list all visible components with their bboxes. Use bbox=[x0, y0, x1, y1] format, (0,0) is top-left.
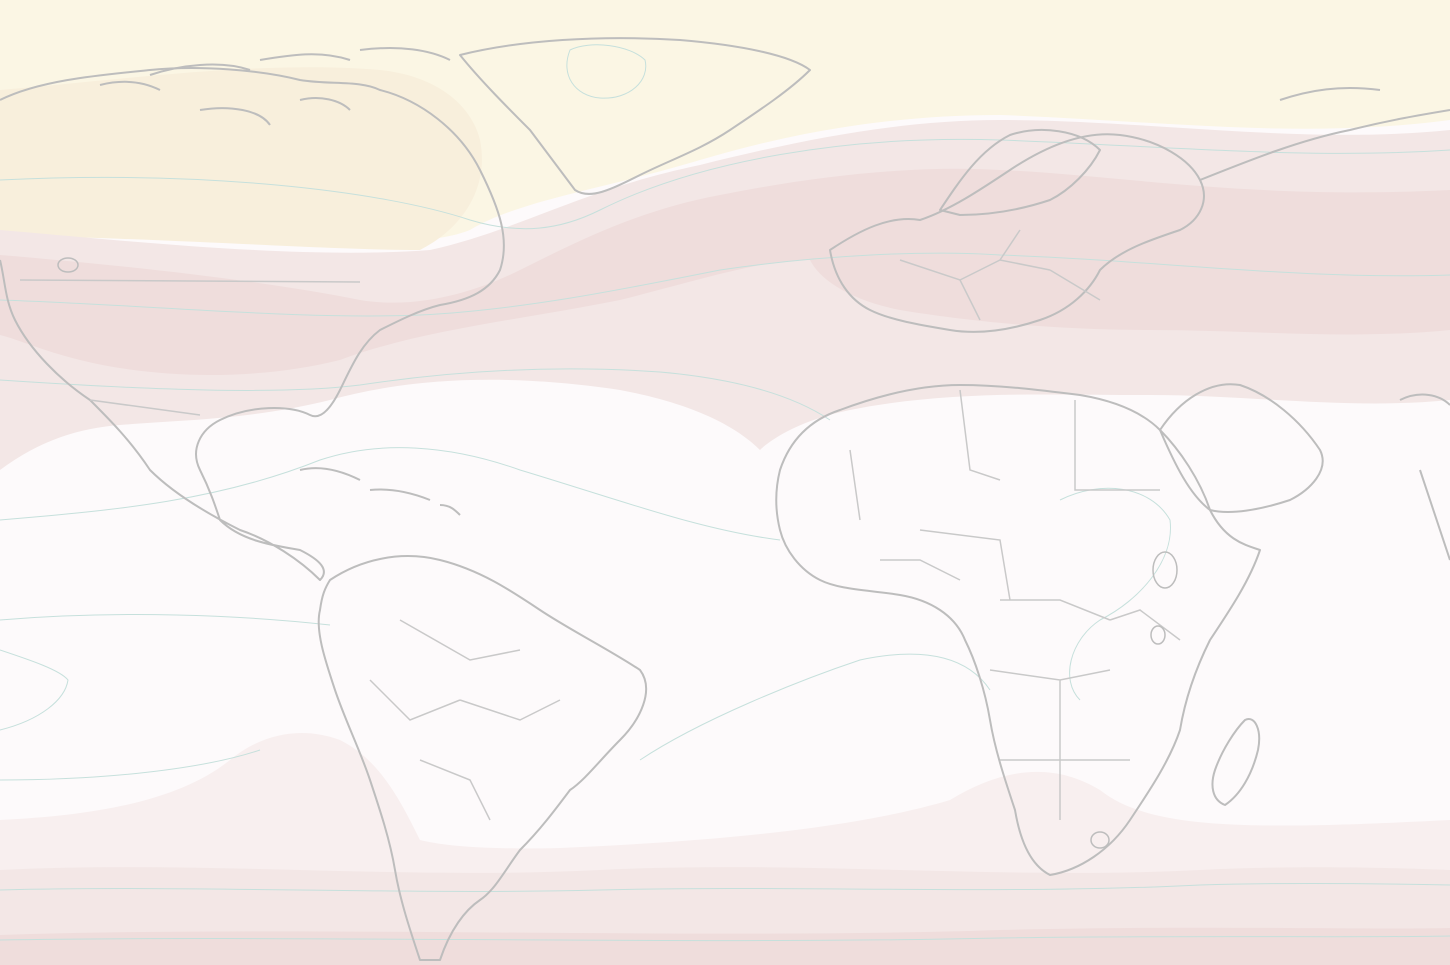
coastline-layer bbox=[0, 37, 1450, 961]
arabia-coastline bbox=[1159, 383, 1324, 513]
contour-line bbox=[0, 749, 261, 781]
scandinavia-coastline bbox=[939, 129, 1101, 216]
contour-line bbox=[0, 138, 1450, 230]
polar-warm-fill bbox=[0, 67, 482, 251]
contour-line bbox=[0, 649, 69, 731]
us-canada-border bbox=[19, 279, 361, 283]
contour-line bbox=[1059, 487, 1171, 701]
us-mexico-border bbox=[89, 399, 201, 416]
india-coastline bbox=[1399, 393, 1450, 561]
europe-coastline bbox=[829, 133, 1205, 333]
border-layer bbox=[19, 229, 1181, 821]
africa-coastline bbox=[775, 384, 1261, 876]
lake bbox=[57, 257, 79, 273]
contour-line bbox=[639, 653, 991, 761]
europe-borders bbox=[899, 229, 1101, 321]
north-asia-coastline bbox=[1199, 87, 1450, 181]
contour-line bbox=[566, 44, 647, 99]
contour-line bbox=[0, 614, 331, 626]
caribbean-islands-coastline bbox=[299, 467, 461, 516]
contour-line bbox=[0, 252, 1450, 317]
north-america-coastline bbox=[0, 67, 505, 581]
contour-line bbox=[0, 882, 1450, 892]
south-america-coastline bbox=[317, 555, 648, 961]
lake bbox=[1152, 551, 1178, 589]
arctic-archipelago-coastline bbox=[99, 47, 451, 126]
contour-line bbox=[0, 935, 1450, 942]
mid-latitude-dark-fill-north bbox=[0, 168, 1450, 375]
greenland-coastline bbox=[459, 37, 811, 195]
lake bbox=[1090, 831, 1110, 849]
lake bbox=[1150, 625, 1166, 645]
lakes-layer bbox=[57, 257, 1178, 849]
contour-line-layer bbox=[0, 44, 1450, 942]
south-america-borders bbox=[369, 619, 561, 821]
africa-borders bbox=[849, 389, 1181, 820]
contour-line bbox=[0, 447, 781, 541]
contour-line bbox=[0, 368, 831, 421]
madagascar-coastline bbox=[1211, 718, 1261, 806]
